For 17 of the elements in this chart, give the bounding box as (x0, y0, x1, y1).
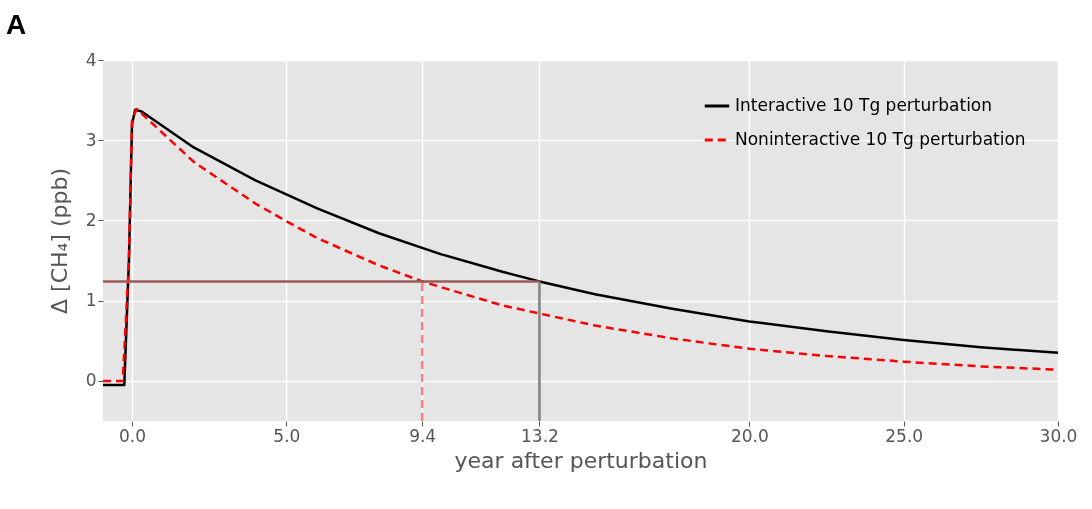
legend-label: Noninteractive 10 Tg perturbation (735, 129, 1026, 149)
x-tick-label: 30.0 (1039, 425, 1078, 446)
legend-label: Interactive 10 Tg perturbation (735, 95, 993, 115)
x-tick-label: 13.2 (521, 425, 559, 446)
y-tick-label: 2 (85, 209, 97, 230)
x-tick-label: 20.0 (730, 425, 769, 446)
x-tick-label: 5.0 (273, 425, 301, 446)
text: A (6, 9, 27, 40)
y-tick-label: 0 (85, 370, 97, 391)
x-tick-label: 9.4 (409, 425, 437, 446)
y-axis-title: Δ [CH₄] (ppb) (46, 168, 72, 314)
y-tick-label: 1 (85, 290, 97, 311)
x-axis-title: year after perturbation (454, 447, 708, 473)
y-tick-label: 4 (85, 49, 97, 70)
x-tick-label: 25.0 (885, 425, 924, 446)
y-tick-label: 3 (85, 129, 97, 150)
x-tick-label: 0.0 (118, 425, 147, 446)
